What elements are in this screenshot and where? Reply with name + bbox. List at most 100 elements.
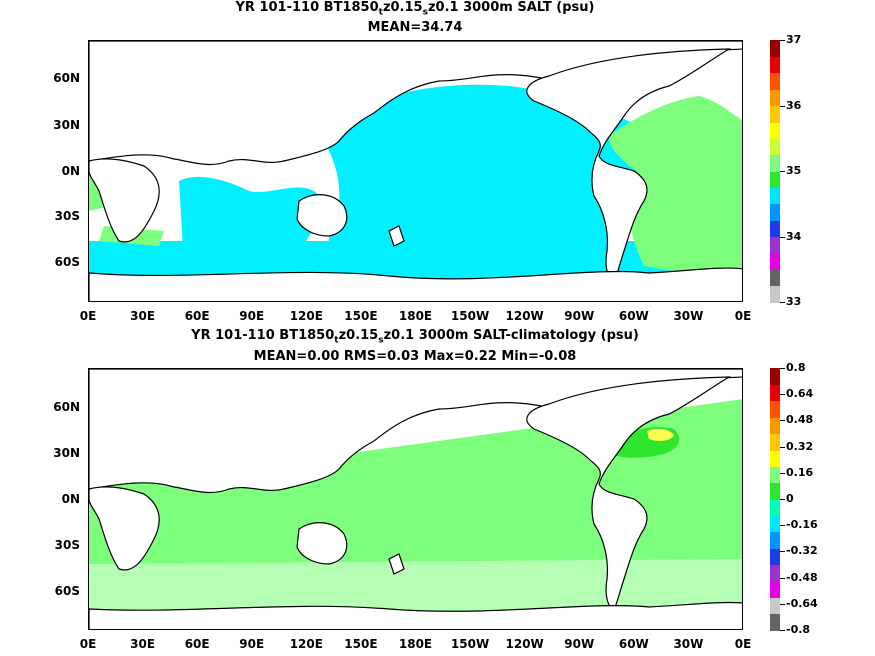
panel1-ytick-0n: 0N — [61, 164, 80, 178]
panel2-colorbar-segment — [770, 564, 780, 582]
panel2-colorbar-segment — [770, 433, 780, 451]
panel2-title-line1: YR 101-110 BT1850tz0.15sz0.1 3000m SALT-… — [191, 328, 639, 346]
panel2-colorbar-segment — [770, 597, 780, 615]
panel2-colorbar-tick — [780, 603, 785, 605]
panel2-xtick-11: 30W — [673, 637, 704, 651]
panel2-colorbar-segment — [770, 613, 780, 631]
panel2-colorbar-segment — [770, 449, 780, 467]
panel2-xtick-12: 0E — [734, 637, 752, 651]
panel2-xtick-10: 60W — [618, 637, 649, 651]
panel2-colorbar-tick — [780, 551, 785, 553]
panel2-colorbar-segment — [770, 400, 780, 418]
panel2-colorbar-label: -0.64 — [786, 596, 818, 610]
panel1-colorbar-segment — [770, 285, 780, 303]
panel1-colorbar-segment — [770, 252, 780, 270]
panel1-xtick-5: 150E — [344, 309, 378, 323]
panel1-colorbar-segment — [770, 105, 780, 123]
panel1-ytick-30s: 30S — [54, 209, 80, 223]
panel2-ytick-0n: 0N — [61, 492, 80, 506]
panel1-xtick-0: 0E — [79, 309, 97, 323]
panel2-colorbar-label: 0 — [786, 492, 794, 505]
panel2-colorbar-label: -0.32 — [786, 544, 818, 558]
panel2-xtick-4: 120E — [289, 637, 323, 651]
panel1-xtick-8: 120W — [505, 309, 544, 323]
panel2-colorbar-segment — [770, 417, 780, 435]
panel1-colorbar-label: 35 — [786, 164, 802, 177]
panel2-xtick-7: 150W — [450, 637, 490, 651]
panel1-colorbar-segment — [770, 138, 780, 156]
panel2-ytick-60s: 60S — [54, 584, 80, 598]
panel1-xtick-1: 30E — [130, 309, 156, 323]
panel2-xtick-1: 30E — [130, 637, 156, 651]
panel2-colorbar-label: 0.48 — [786, 413, 814, 427]
panel2-xtick-8: 120W — [505, 637, 544, 651]
panel2-ytick-30n: 30N — [53, 446, 80, 460]
panel2-colorbar-segment — [770, 548, 780, 566]
panel2-colorbar-tick — [780, 577, 785, 579]
panel1-xtick-6: 180E — [398, 309, 433, 323]
panel1-title-line2: MEAN=34.74 — [367, 20, 463, 35]
panel1-colorbar-segment — [770, 121, 780, 139]
panel1-xtick-10: 60W — [618, 309, 649, 323]
panel2-colorbar-tick — [780, 525, 785, 527]
panel2-colorbar-label: 0.64 — [786, 387, 814, 401]
panel2-xtick-6: 180E — [398, 637, 433, 651]
panel1-colorbar-segment — [770, 236, 780, 254]
panel2-colorbar-tick — [780, 472, 785, 474]
panel1-land — [89, 41, 742, 301]
panel2-colorbar-tick — [780, 499, 785, 500]
panel1-colorbar-segment — [770, 89, 780, 107]
panel2-colorbar-tick — [780, 630, 785, 631]
panel1-colorbar-label: 33 — [786, 295, 802, 308]
panel2-colorbar-label: 0.8 — [786, 361, 806, 374]
panel1-xtick-12: 0E — [734, 309, 752, 323]
panel1-colorbar-segment — [770, 187, 780, 205]
panel2-colorbar-segment — [770, 499, 780, 516]
panel2-colorbar-segment — [770, 580, 780, 598]
panel2-atlantic-yellow — [647, 428, 674, 442]
panel2-colorbar-tick — [780, 368, 785, 369]
panel1-xtick-11: 30W — [673, 309, 704, 323]
panel2-ytick-60n: 60N — [53, 400, 80, 414]
panel2-map — [88, 368, 743, 630]
panel1-colorbar-tick — [780, 171, 785, 172]
panel2-colorbar-label: 0.16 — [786, 465, 814, 479]
panel2-colorbar-label: 0.32 — [786, 439, 814, 453]
panel1-map-svg — [89, 41, 742, 301]
panel1-colorbar-segment — [770, 56, 780, 74]
panel2-colorbar-tick — [780, 420, 785, 422]
panel2-colorbar-segment — [770, 531, 780, 549]
panel1-colorbar-segment — [770, 40, 780, 57]
panel1-colorbar-segment — [770, 220, 780, 238]
panel1-title-line1: YR 101-110 BT1850tz0.15sz0.1 3000m SALT … — [235, 0, 595, 18]
panel1-colorbar-segment — [770, 203, 780, 221]
panel2-xtick-9: 90W — [564, 637, 595, 651]
panel2-southern-light — [89, 559, 742, 614]
panel1-xtick-3: 90E — [239, 309, 265, 323]
panel2-colorbar-segment — [770, 515, 780, 533]
panel2-colorbar — [770, 368, 780, 631]
panel2-colorbar-tick — [780, 394, 785, 396]
panel2-xtick-0: 0E — [79, 637, 97, 651]
panel2-colorbar-tick — [780, 446, 785, 448]
panel1-colorbar-label: 37 — [786, 33, 802, 46]
panel1-xtick-9: 90W — [564, 309, 595, 323]
panel1-colorbar-segment — [770, 171, 780, 188]
panel1-colorbar-tick — [780, 105, 785, 107]
panel2-land — [89, 369, 742, 629]
panel1-colorbar-label: 36 — [786, 98, 802, 112]
panel2-colorbar-segment — [770, 466, 780, 484]
panel1-xtick-7: 150W — [450, 309, 490, 323]
panel1-colorbar-tick — [780, 302, 785, 303]
panel1-map — [88, 40, 743, 302]
panel2-xtick-5: 150E — [344, 637, 378, 651]
panel1-colorbar-label: 34 — [786, 229, 802, 243]
panel2-colorbar-label: -0.8 — [786, 623, 811, 636]
panel1-colorbar-tick — [780, 40, 785, 41]
panel2-xtick-2: 60E — [184, 637, 210, 651]
panel2-colorbar-segment — [770, 384, 780, 402]
panel2-colorbar-segment — [770, 482, 780, 500]
panel2-colorbar-label: -0.48 — [786, 570, 818, 584]
panel1-atlantic-ocean — [609, 96, 742, 274]
panel2-xtick-3: 90E — [239, 637, 265, 651]
